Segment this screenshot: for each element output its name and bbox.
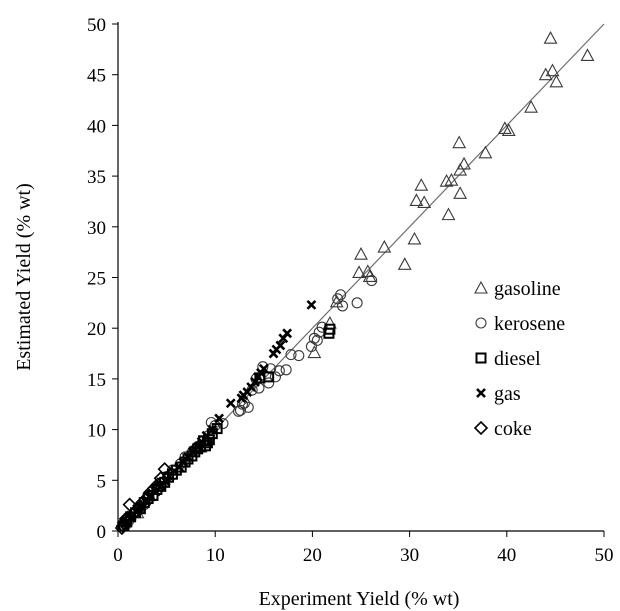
diesel-legend-marker	[475, 352, 487, 364]
y-axis-title: Estimated Yield (% wt)	[13, 183, 35, 371]
gasoline-point	[497, 121, 512, 134]
y-tick-label: 30	[87, 218, 106, 239]
y-tick-label: 10	[87, 421, 106, 442]
kerosene-point	[242, 401, 254, 413]
gasoline-point	[354, 247, 368, 260]
gas-point	[306, 299, 317, 310]
gasoline-point	[414, 178, 429, 191]
gasoline-point	[409, 193, 424, 206]
gasoline-point	[452, 135, 467, 149]
gasoline-point	[501, 123, 516, 137]
gas-point	[225, 398, 236, 409]
y-tick-label: 0	[97, 522, 107, 543]
y-tick-label: 40	[87, 116, 106, 137]
kerosene-point	[332, 293, 344, 305]
coke-point	[116, 515, 131, 531]
gasoline-point	[538, 67, 553, 81]
legend-label: gas	[494, 383, 521, 405]
tick-labels: 0 5 10 15 20 25 30 35 40 45 50 0 10 20 30 40 50	[87, 15, 614, 566]
kerosene-legend-marker	[475, 317, 487, 329]
gas-point	[214, 413, 225, 424]
kerosene-point	[280, 364, 292, 376]
gas-legend-marker	[476, 388, 486, 398]
kerosene-point	[234, 404, 247, 416]
gasoline-point	[453, 162, 468, 176]
gasoline-point	[580, 48, 595, 61]
gasoline-point	[549, 74, 564, 88]
legend: gasoline kerosene diesel gas coke	[473, 278, 565, 440]
legend-item-gasoline: gasoline	[474, 278, 561, 300]
legend-label: gasoline	[494, 278, 561, 300]
x-tick-label: 30	[400, 545, 419, 566]
kerosene-point	[351, 297, 363, 309]
kerosene-point	[366, 274, 378, 287]
legend-label: coke	[494, 418, 532, 440]
x-tick-label: 20	[303, 545, 322, 566]
coke-point	[122, 497, 137, 512]
legend-label: diesel	[494, 348, 541, 370]
y-tick-label: 35	[87, 167, 106, 188]
coke-legend-marker	[473, 420, 489, 436]
kerosene-point	[311, 334, 323, 346]
coke-point	[114, 520, 130, 536]
legend-item-diesel: diesel	[475, 348, 541, 370]
coke-point	[153, 471, 168, 486]
y-tick-label: 45	[87, 66, 106, 87]
gasoline-point	[307, 345, 322, 359]
diesel-point	[182, 453, 194, 465]
gasoline-point	[352, 265, 366, 278]
kerosene-point	[293, 350, 305, 362]
coke-point	[142, 485, 158, 500]
diesel-point	[323, 327, 335, 339]
gas-point	[253, 371, 263, 382]
gasoline-point	[360, 264, 375, 277]
gas-point	[268, 348, 279, 359]
x-tick-label: 50	[595, 545, 614, 566]
gasoline-point	[524, 99, 539, 113]
legend-item-kerosene: kerosene	[475, 313, 565, 335]
y-tick-label: 50	[87, 15, 106, 36]
gasoline-point	[407, 231, 422, 245]
kerosene-point	[232, 405, 245, 417]
kerosene-point	[269, 371, 282, 383]
kerosene-point	[308, 332, 320, 344]
gasoline-point	[417, 195, 432, 209]
kerosene-point	[273, 365, 285, 377]
gasoline-point	[545, 63, 560, 77]
gasoline-point	[397, 257, 412, 270]
series-coke	[114, 462, 172, 536]
gasoline-point	[457, 156, 471, 170]
legend-item-gas: gas	[476, 383, 521, 405]
y-tick-label: 15	[87, 370, 106, 391]
kerosene-point	[305, 340, 317, 353]
x-tick-label: 0	[113, 545, 123, 566]
gasoline-point	[377, 239, 392, 253]
kerosene-point	[238, 397, 250, 409]
y-tick-label: 20	[87, 319, 106, 340]
gas-point	[278, 333, 289, 344]
gasoline-point	[478, 145, 493, 159]
x-axis-title: Experiment Yield (% wt)	[259, 588, 460, 610]
gasoline-legend-marker	[474, 280, 488, 294]
gasoline-point	[543, 31, 558, 44]
gasoline-point	[441, 207, 456, 221]
y-tick-label: 25	[87, 269, 106, 290]
legend-item-coke: coke	[473, 418, 532, 440]
axes	[112, 22, 605, 537]
kerosene-point	[285, 349, 297, 361]
x-tick-label: 10	[206, 545, 225, 566]
gas-point	[236, 393, 247, 404]
x-tick-label: 40	[497, 545, 516, 566]
y-tick-label: 5	[97, 471, 107, 492]
data-points	[114, 31, 595, 536]
gasoline-point	[453, 186, 468, 199]
gasoline-point	[439, 174, 454, 187]
legend-label: kerosene	[494, 313, 565, 335]
